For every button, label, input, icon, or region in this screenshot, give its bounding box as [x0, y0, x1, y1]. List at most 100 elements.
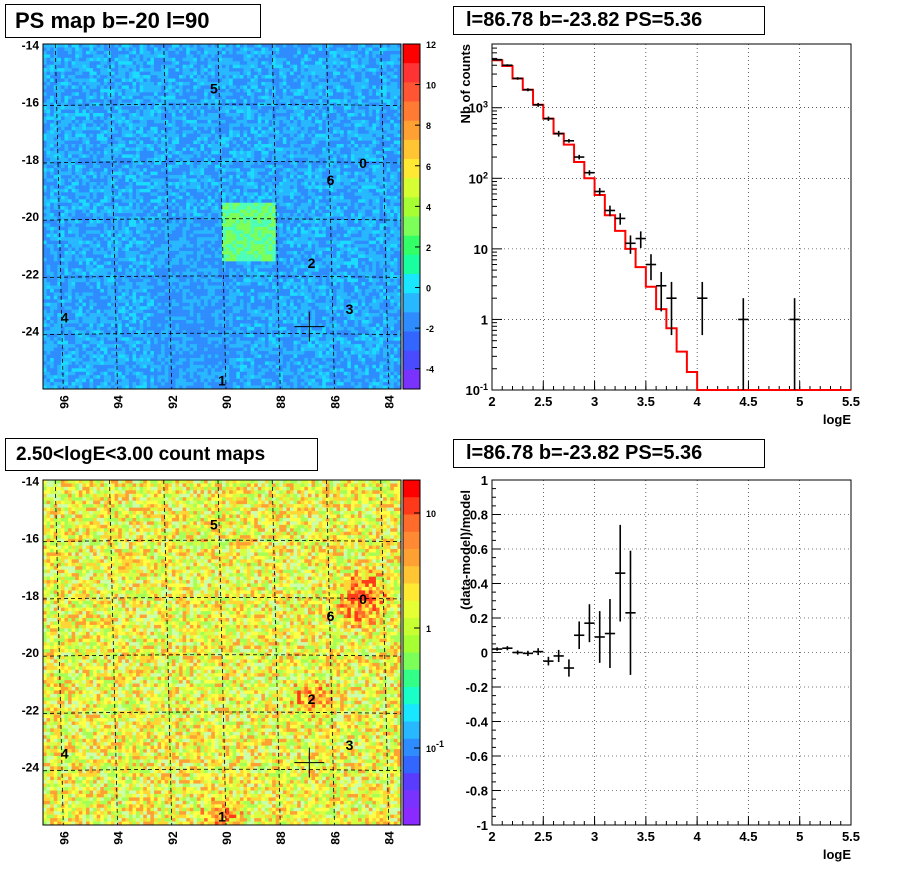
data-point	[625, 550, 636, 675]
colorbar-band	[403, 101, 420, 122]
graticule-meridian	[326, 479, 335, 826]
y-tick-label: -0.4	[466, 715, 489, 730]
x-tick-label: 94	[112, 831, 126, 845]
source-label: 4	[61, 309, 69, 325]
data-point	[522, 650, 534, 656]
x-tick-label: 5.5	[842, 394, 860, 409]
colorbar-band	[403, 497, 420, 515]
graticule-meridian	[271, 43, 281, 390]
graticule-parallel	[42, 539, 402, 543]
graticule-meridian	[163, 479, 173, 826]
graticule-meridian	[217, 479, 227, 826]
y-tick-label: 1	[481, 312, 488, 327]
x-tick-label: 3	[591, 829, 598, 844]
colorbar-band	[403, 807, 420, 826]
y-tick-label: -16	[22, 532, 40, 546]
graticule-meridian	[54, 43, 64, 390]
data-point	[553, 649, 564, 662]
x-tick-label: 5.5	[842, 829, 860, 844]
colorbar-band	[403, 773, 420, 791]
map-graticule	[42, 43, 402, 390]
colorbar-band	[403, 600, 420, 619]
colorbar-band	[403, 756, 420, 774]
colorbar-band	[403, 669, 420, 688]
y-tick-label: 1	[481, 473, 488, 488]
colorbar-band	[403, 790, 420, 809]
colorbar-band	[403, 312, 420, 332]
colorbar-tick-label: 10	[426, 509, 436, 519]
y-tick-label: -14	[22, 474, 40, 488]
colorbar-band	[403, 738, 420, 757]
plot-frame	[491, 479, 852, 826]
colorbar-tick-label: -2	[426, 324, 434, 334]
graticule-parallel	[42, 103, 402, 107]
data-point	[697, 281, 708, 336]
graticule-meridian	[380, 479, 390, 826]
x-tick-label: 4	[694, 394, 702, 409]
graticule-parallel	[42, 654, 402, 657]
source-label: 3	[346, 737, 354, 753]
x-tick-label: 3.5	[637, 829, 655, 844]
data-point	[789, 298, 800, 390]
colorbar-band	[403, 44, 420, 64]
data-point	[584, 604, 595, 643]
source-label: 3	[346, 301, 354, 317]
x-tick-label: 90	[220, 831, 234, 845]
data-point	[594, 611, 605, 663]
x-tick-label: 5	[796, 394, 803, 409]
x-tick-label: 94	[112, 395, 126, 409]
x-tick-label: 3.5	[637, 394, 655, 409]
x-tick-label: 96	[57, 395, 71, 409]
x-axis-label: logE	[823, 412, 851, 427]
data-point	[492, 58, 503, 61]
data-point	[502, 64, 513, 67]
x-tick-label: 92	[166, 831, 180, 845]
y-tick-label: -22	[22, 267, 40, 281]
y-tick-label: -1	[476, 818, 488, 833]
colorbar-band	[403, 63, 420, 83]
data-point	[543, 116, 554, 121]
graticule-meridian	[271, 479, 281, 826]
colorbar-tick-label: 8	[426, 121, 431, 131]
graticule-meridian	[109, 43, 118, 390]
y-tick-label: -20	[22, 210, 40, 224]
colorbar-tick-label: 4	[426, 202, 431, 212]
colorbar-band	[403, 480, 420, 498]
y-tick-label: 10	[474, 242, 488, 257]
colorbar-band	[403, 254, 420, 275]
data-point	[574, 621, 585, 650]
graticule-meridian	[54, 479, 64, 826]
data-point	[615, 524, 626, 622]
colorbar-band	[403, 139, 420, 160]
data-point	[553, 130, 564, 137]
y-tick-label: -0.2	[466, 680, 488, 695]
colorbar-band	[403, 293, 420, 313]
colorbar-band	[403, 566, 420, 584]
data-point	[512, 650, 523, 655]
ps-map: 96 94 92 90 88 86 84 -14 -16 -18 -20 -22 -24 0 1 2 3 4 5 6	[22, 38, 402, 409]
colorbar-band	[403, 652, 420, 671]
colorbar-tick-label: -4	[426, 365, 434, 375]
colorbar-tick-label: 6	[426, 162, 431, 172]
y-tick-label: 0.8	[470, 508, 488, 523]
data-point	[512, 77, 523, 80]
x-tick-label: 84	[383, 395, 397, 409]
data-point	[563, 659, 575, 677]
graticule-meridian	[326, 43, 335, 390]
data-point	[522, 88, 534, 92]
data-point	[594, 187, 605, 196]
source-label: 1	[218, 372, 226, 388]
y-tick-label: -14	[22, 38, 40, 52]
source-label: 5	[210, 80, 218, 96]
colorbar-band	[403, 583, 420, 602]
y-tick-label: -18	[22, 589, 40, 603]
colorbar-band	[403, 82, 420, 102]
colorbar-band	[403, 178, 420, 198]
y-axis-label: Nb of counts	[458, 44, 473, 123]
colorbar-band	[403, 216, 420, 237]
y-tick-label: -20	[22, 646, 40, 660]
source-label: 5	[210, 516, 218, 532]
map-graticule	[42, 479, 402, 826]
x-tick-label: 86	[328, 395, 342, 409]
source-label: 0	[359, 591, 367, 607]
